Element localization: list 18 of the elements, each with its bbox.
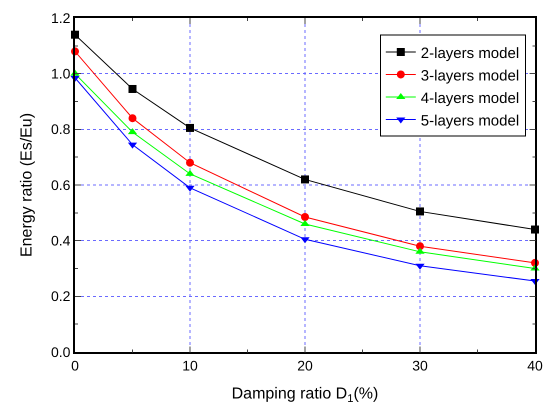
y-axis-title: Energy ratio (Es/Eu) (18, 112, 36, 258)
y-tick-label: 0.0 (50, 344, 71, 360)
legend-label: 2-layers model (420, 44, 520, 62)
legend-label: 5-layers model (420, 112, 520, 130)
x-tick-label: 0 (71, 358, 80, 374)
x-tick-label: 30 (412, 358, 428, 374)
x-axis-title: Damping ratio D$_{1}$(%) (232, 386, 378, 406)
x-tick-label: 40 (527, 358, 543, 374)
y-tick-label: 0.8 (50, 121, 71, 138)
y-tick-label: 1.2 (50, 10, 71, 26)
x-tick-label: 10 (182, 358, 198, 374)
y-tick-label: 0.2 (50, 288, 71, 304)
y-tick-label: 0.4 (50, 232, 71, 249)
legend-label: 4-layers model (420, 90, 520, 107)
y-tick-label: 0.6 (50, 176, 71, 193)
x-tick-label: 20 (297, 358, 313, 374)
legend-label: 3-layers model (420, 67, 520, 84)
y-tick-label: 1.0 (50, 66, 71, 82)
